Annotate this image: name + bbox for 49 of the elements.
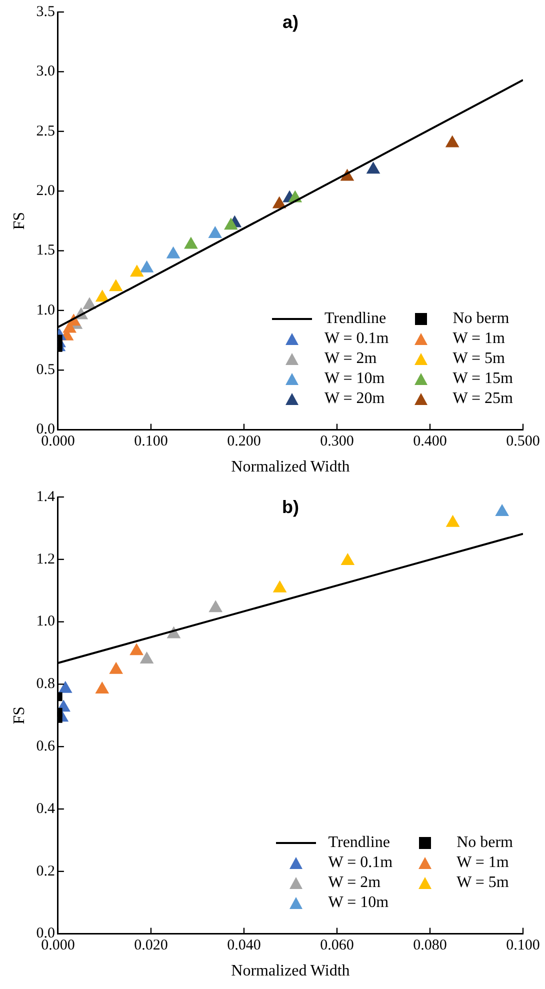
x-axis-title: Normalized Width bbox=[231, 458, 350, 476]
legend-label: W = 2m bbox=[324, 350, 378, 368]
x-tick-label: 0.000 bbox=[41, 938, 75, 954]
chart-title: b) bbox=[282, 496, 299, 517]
y-tick-label: 1.5 bbox=[36, 242, 55, 259]
y-tick-label: 1.0 bbox=[36, 614, 55, 630]
y-tick-label: 0.2 bbox=[36, 863, 55, 880]
legend-label: Trendline bbox=[324, 310, 388, 328]
x-tick-label: 0.100 bbox=[134, 434, 168, 450]
y-tick-label: 0.8 bbox=[36, 676, 55, 692]
legend-label: W = 1m bbox=[452, 330, 506, 348]
x-tick-label: 0.020 bbox=[134, 938, 168, 954]
legend-label: W = 10m bbox=[328, 894, 390, 912]
y-tick-label: 0.5 bbox=[36, 362, 55, 378]
legend-label: W = 20m bbox=[324, 390, 386, 408]
y-tick-label: 3.0 bbox=[36, 64, 55, 80]
x-tick-label: 0.060 bbox=[320, 938, 354, 954]
legend-label: Trendline bbox=[328, 834, 391, 852]
y-axis-title: FS bbox=[10, 212, 28, 230]
legend-label: W = 25m bbox=[452, 390, 513, 408]
y-axis-title: FS bbox=[10, 706, 28, 724]
legend-label: No berm bbox=[452, 310, 510, 328]
x-tick-label: 0.300 bbox=[320, 434, 354, 450]
legend-label: W = 10m bbox=[324, 370, 386, 388]
y-tick-label: 3.5 bbox=[36, 4, 55, 20]
x-tick-label: 0.100 bbox=[506, 938, 540, 954]
x-tick-label: 0.500 bbox=[506, 434, 540, 450]
x-tick-label: 0.040 bbox=[227, 938, 261, 954]
y-tick-label: 1.0 bbox=[36, 302, 55, 318]
y-tick-label: 1.2 bbox=[36, 551, 55, 568]
y-tick-label: 0.6 bbox=[36, 738, 56, 755]
y-tick-label: 1.4 bbox=[36, 488, 56, 505]
x-tick-label: 0.000 bbox=[41, 434, 75, 450]
y-tick-label: 0.4 bbox=[36, 800, 56, 817]
legend-label: W = 5m bbox=[456, 874, 510, 892]
legend-label: W = 1m bbox=[456, 854, 510, 872]
legend-label: No berm bbox=[456, 834, 513, 852]
legend-label: W = 2m bbox=[328, 874, 382, 892]
legend-label: W = 0.1m bbox=[328, 854, 393, 872]
y-tick-label: 2.0 bbox=[36, 182, 55, 199]
y-tick-label: 2.5 bbox=[36, 123, 55, 140]
x-tick-label: 0.200 bbox=[227, 434, 261, 450]
legend-label: W = 0.1m bbox=[324, 330, 389, 348]
x-axis-title: Normalized Width bbox=[231, 962, 350, 980]
legend-label: W = 15m bbox=[452, 370, 513, 388]
x-tick-label: 0.400 bbox=[413, 434, 447, 450]
x-tick-label: 0.080 bbox=[413, 938, 447, 954]
chart-title: a) bbox=[282, 12, 298, 32]
legend-label: W = 5m bbox=[452, 350, 506, 368]
